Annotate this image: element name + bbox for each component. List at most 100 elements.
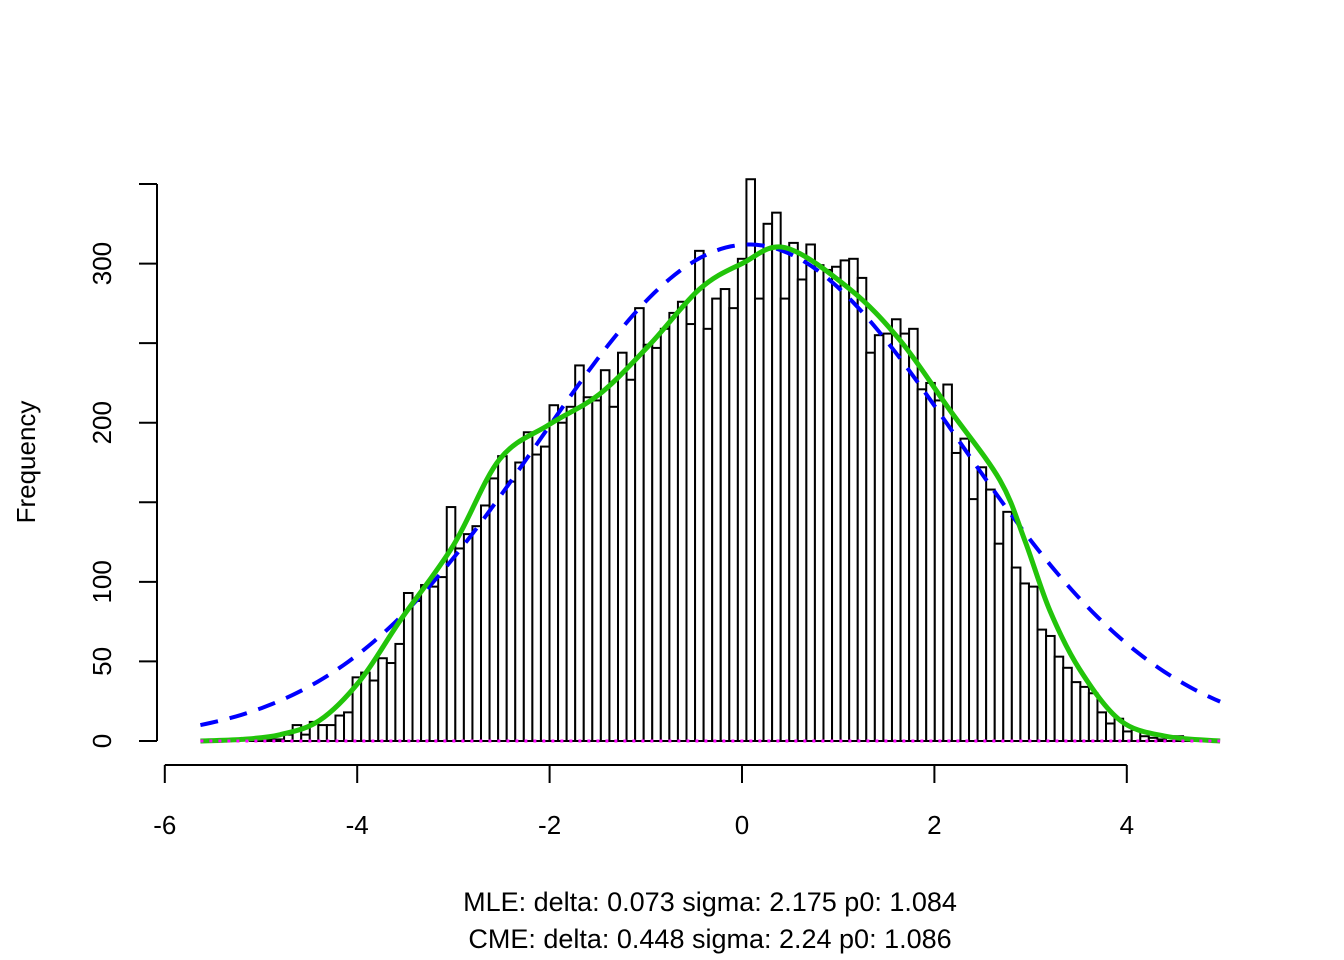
histogram-bar — [822, 268, 834, 742]
x-tick-label: 2 — [927, 810, 941, 840]
y-tick-label: 100 — [87, 560, 117, 603]
histogram-bar — [942, 383, 953, 742]
histogram-bar — [1019, 582, 1030, 743]
histogram-bar — [719, 288, 731, 742]
histogram-bar — [497, 455, 508, 742]
histogram-bar — [711, 297, 722, 742]
histogram-bar — [813, 264, 825, 742]
histogram-bar — [539, 445, 551, 742]
histogram-bar — [968, 498, 979, 743]
histogram-bar — [925, 381, 936, 742]
y-tick-label: 300 — [87, 242, 117, 285]
histogram-bar — [839, 259, 851, 742]
histogram-bar — [420, 584, 431, 742]
histogram-bar — [890, 318, 902, 742]
histogram-bar — [557, 421, 568, 742]
histogram-bar — [976, 466, 988, 742]
x-tick-label: 4 — [1120, 810, 1134, 840]
histogram-bar — [377, 657, 388, 742]
histogram-bar — [548, 404, 560, 742]
histogram-bar — [959, 437, 971, 742]
x-tick-label: 0 — [735, 810, 749, 840]
histogram-bar — [736, 257, 748, 742]
histogram-bar — [317, 724, 328, 742]
histogram-bar — [505, 480, 517, 742]
histogram-bar — [762, 222, 774, 743]
y-tick-label: 0 — [87, 734, 117, 748]
histogram-bar — [599, 369, 611, 742]
fitted-curves — [199, 242, 1221, 744]
histogram-bar — [796, 278, 808, 742]
histogram-bar — [360, 671, 371, 743]
histogram-bar — [694, 249, 705, 743]
histogram-bar — [651, 346, 662, 742]
histogram-bar — [676, 300, 688, 742]
histogram-bar — [950, 451, 962, 742]
histogram-bar — [1002, 510, 1013, 743]
y-axis: 0 50 100 200 300 — [87, 183, 158, 748]
histogram-bar — [685, 323, 697, 742]
histogram-bar — [1070, 681, 1082, 743]
histogram-bar — [1105, 722, 1116, 743]
histogram-bar — [848, 257, 859, 742]
histogram-bar — [745, 178, 756, 743]
histogram-bar — [343, 711, 354, 742]
histogram-bar — [779, 297, 791, 742]
histogram-bar — [608, 405, 619, 742]
histogram-bar — [522, 431, 534, 742]
histogram-bar — [831, 265, 842, 742]
histogram-bar — [616, 351, 628, 742]
histogram-bar — [385, 662, 397, 743]
x-tick-label: -2 — [538, 810, 561, 840]
x-tick-label: -4 — [346, 810, 369, 840]
histogram-bar — [428, 585, 440, 743]
histogram-bar — [462, 533, 474, 742]
histogram-bar — [993, 542, 1005, 742]
subtitle-mle: MLE: delta: 0.073 sigma: 2.175 p0: 1.084 — [463, 887, 957, 917]
histogram-bar — [1096, 711, 1108, 742]
cme-density-curve — [200, 244, 1221, 744]
histogram-bar — [514, 461, 525, 742]
histogram-bar — [788, 241, 799, 742]
histogram-bar — [394, 642, 405, 743]
y-axis-label: Frequency — [11, 401, 41, 524]
mle-normal-curve — [199, 242, 1221, 728]
histogram-bar — [1036, 628, 1048, 742]
histogram-bar — [471, 525, 483, 743]
histogram-bar — [985, 488, 996, 742]
histogram-bar — [771, 211, 782, 742]
histogram-bar — [916, 388, 928, 742]
histogram-bar — [873, 334, 885, 742]
histogram-bar — [882, 332, 893, 742]
histogram-bar — [325, 724, 337, 742]
histogram-bar — [865, 351, 876, 742]
histogram-bar — [334, 714, 346, 742]
histogram-bars — [248, 178, 1210, 743]
histogram-bar — [659, 327, 671, 742]
histogram-bar — [908, 327, 919, 742]
x-tick-label: -6 — [153, 810, 176, 840]
histogram-bar — [1053, 655, 1065, 743]
histogram-bar — [1087, 692, 1099, 742]
histogram-bar — [1062, 666, 1073, 742]
histogram-bar — [805, 243, 816, 743]
histogram-bar — [702, 327, 714, 742]
histogram-bar — [625, 378, 637, 742]
histogram-bar — [591, 399, 602, 742]
histogram-bar — [899, 332, 911, 742]
histogram-bar — [480, 504, 491, 743]
histogram-bar — [728, 307, 739, 742]
y-tick-label: 200 — [87, 401, 117, 444]
histogram-bar — [668, 311, 679, 742]
histogram-bar — [437, 576, 448, 743]
histogram-bar — [582, 396, 594, 742]
histogram-bar — [856, 276, 868, 742]
histogram-bar — [1027, 585, 1039, 743]
histogram-bar — [642, 343, 654, 742]
histogram-bar — [574, 364, 585, 742]
y-tick-label: 50 — [87, 647, 117, 676]
histogram-bar — [454, 547, 465, 743]
histogram-bar — [1079, 685, 1090, 742]
histogram-bar — [753, 297, 765, 742]
